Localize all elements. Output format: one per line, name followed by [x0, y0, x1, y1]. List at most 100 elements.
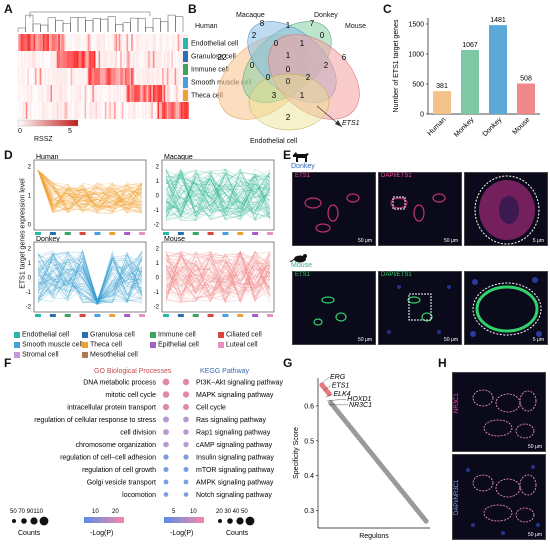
heatmap-cell [87, 102, 90, 119]
y-tick-label: 500 [412, 82, 424, 89]
heatmap-cell [75, 85, 78, 102]
cell-type-marker [139, 314, 145, 317]
y-tick-label: -2 [154, 305, 160, 311]
heatmap-cell [103, 102, 105, 119]
regulon-label: ERG [330, 374, 346, 381]
heatmap-cell [97, 68, 99, 85]
series-line [165, 170, 271, 220]
heatmap-cell [21, 51, 23, 68]
heatmap-cell [36, 34, 39, 51]
legend-item: Theca cell [82, 336, 122, 354]
heatmap-cell [84, 68, 87, 85]
heatmap-cell [155, 68, 158, 85]
regulon-label: ETS1 [332, 383, 350, 390]
heatmap-cell [151, 68, 154, 85]
heatmap-cell [67, 102, 70, 119]
heatmap-cell [140, 51, 143, 68]
heatmap-cell [159, 34, 161, 51]
cell-type-marker [94, 314, 101, 317]
micro-scale: 5 μm [532, 337, 544, 343]
heatmap-cell [157, 102, 160, 119]
go-dot [163, 441, 169, 448]
heatmap-cell [92, 34, 95, 51]
legend-swatch [14, 351, 20, 358]
panel-letter-e: E [283, 148, 292, 162]
heatmap-cell [163, 85, 166, 102]
heatmap-cell [38, 68, 40, 85]
heatmap-cell [80, 85, 82, 102]
go-term-label: Golgi vesicle transport [87, 480, 156, 487]
heatmap-cell [58, 51, 61, 68]
heatmap-cell [24, 102, 26, 119]
panel-letter-a: A [4, 2, 13, 16]
kegg-dot [183, 429, 189, 435]
go-dot [163, 466, 169, 473]
micro-scale: 50 μm [358, 238, 372, 244]
heatmap-cell [109, 34, 112, 51]
heatmap-cell [73, 51, 76, 68]
heatmap-cell [112, 68, 115, 85]
venn-count: 0 [266, 73, 271, 82]
heatmap-cell [101, 102, 104, 119]
cell-type-marker [139, 232, 145, 235]
heatmap-cell [120, 51, 123, 68]
heatmap-cell [185, 102, 188, 119]
series-line [37, 170, 143, 208]
heatmap-cell [177, 68, 180, 85]
series-line [37, 170, 143, 204]
heatmap-cell [62, 51, 65, 68]
heatmap-cell [137, 85, 140, 102]
heatmap-cell [142, 68, 144, 85]
legend-item: Smooth muscle cell [14, 336, 83, 354]
heatmap-cell [47, 68, 50, 85]
heatmap-cell [126, 34, 129, 51]
cell-type-marker [163, 232, 169, 235]
kegg-dot [182, 391, 190, 398]
cell-type-marker [267, 314, 273, 317]
heatmap-cell [64, 51, 67, 68]
heatmap-cell [33, 85, 36, 102]
heatmap-cell [159, 102, 161, 119]
y-tick-label: 1 [156, 179, 160, 185]
heatmap-cell [123, 68, 126, 85]
heatmap-cell [67, 68, 70, 85]
y-tick-label: 2 [28, 247, 32, 253]
heatmap-cell [61, 51, 64, 68]
bar [489, 25, 507, 114]
legend-item: Endothelial cell [14, 326, 69, 344]
regulon-label: ELK4 [334, 391, 351, 398]
heatmap-cell [24, 51, 26, 68]
series-line [165, 172, 271, 219]
heatmap-cell [128, 34, 130, 51]
y-tick-label: -2 [154, 223, 160, 229]
heatmap-cell [120, 68, 123, 85]
heatmap-cell [104, 102, 107, 119]
heatmap-cell [109, 85, 112, 102]
micro-scale: 50 μm [528, 532, 542, 538]
go-term-label: mitotic cell cycle [105, 392, 156, 399]
heatmap-cell [76, 51, 79, 68]
heatmap-cell [107, 85, 110, 102]
kegg-term-label: PI3K−Akt signaling pathway [196, 380, 283, 387]
heatmap-cell [137, 68, 140, 85]
heatmap-cell [104, 51, 107, 68]
heatmap-cell [31, 68, 34, 85]
line-plot-macaque: Macaque 2 1 0 -1 -2 [154, 154, 275, 235]
y-tick-label: -1 [26, 290, 32, 296]
heatmap-cell [56, 51, 59, 68]
cell-type-marker [35, 232, 41, 235]
heatmap-cell [42, 85, 45, 102]
venn-count: 2 [324, 61, 329, 70]
heatmap-cell [112, 51, 115, 68]
heatmap-cell [87, 85, 90, 102]
go-dot [162, 403, 170, 411]
heatmap-cell [177, 102, 180, 119]
y-tick-label: 1500 [408, 22, 424, 29]
heatmap-cell [179, 102, 181, 119]
heatmap-cell [138, 68, 141, 85]
line-plot-human: Human 2 1 0 [28, 154, 147, 235]
heatmap-a [17, 11, 189, 127]
heatmap-cell [152, 102, 155, 119]
heatmap-cell [128, 51, 130, 68]
heatmap-cell [31, 85, 34, 102]
